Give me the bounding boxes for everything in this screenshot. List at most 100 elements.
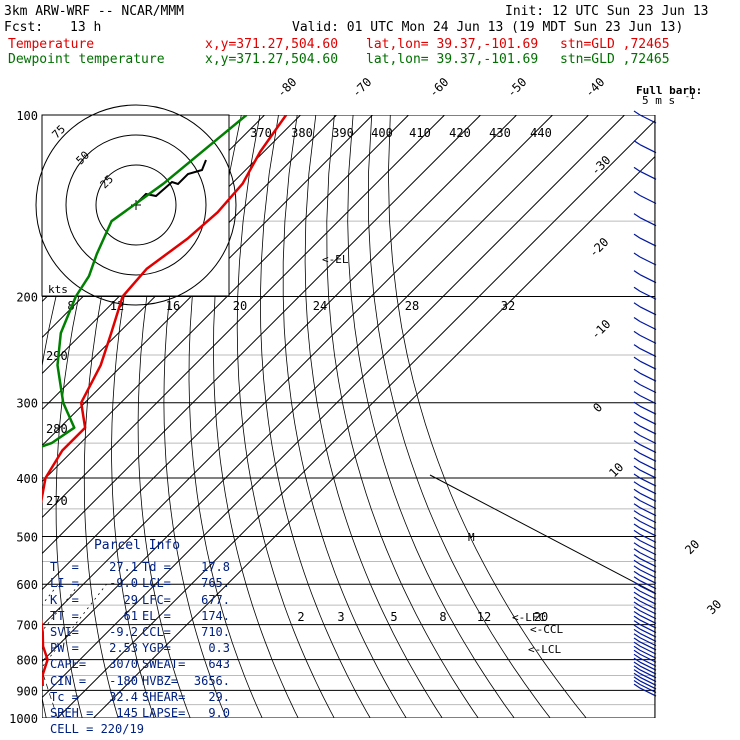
wind-barb bbox=[633, 368, 657, 382]
temperature-stn: stn=GLD ,72465 bbox=[560, 37, 670, 52]
wind-barb-staff bbox=[639, 605, 657, 615]
isotherm-label: 30 bbox=[704, 597, 724, 617]
parcel-cell: LFC= bbox=[142, 592, 171, 607]
parcel-cell: -180 bbox=[109, 673, 138, 688]
wind-barb bbox=[633, 601, 657, 615]
wind-barb bbox=[633, 110, 657, 124]
parcel-cell: 710. bbox=[201, 625, 230, 640]
parcel-cell: 677. bbox=[201, 592, 230, 607]
wind-barb-staff bbox=[639, 590, 657, 600]
wind-barb-flag bbox=[633, 672, 641, 678]
parcel-cell: YGP= bbox=[142, 641, 171, 656]
wind-barb-staff bbox=[639, 520, 657, 530]
wind-barb-flag bbox=[633, 570, 641, 576]
wind-barb bbox=[633, 683, 657, 697]
wind-barb bbox=[633, 649, 657, 663]
parcel-cell: 61 bbox=[123, 608, 138, 623]
pressure-tick-label: 600 bbox=[16, 578, 38, 592]
dewpoint-latlon: lat,lon= 39.37,-101.69 bbox=[366, 52, 538, 67]
pressure-tick-label: 500 bbox=[16, 530, 38, 544]
mixing-ratio-line bbox=[42, 583, 107, 668]
init-time: Init: 12 UTC Sun 23 Jun 13 bbox=[505, 4, 709, 19]
parcel-cell: SVI= bbox=[50, 625, 79, 640]
hodo-speed-label: 28 bbox=[405, 299, 419, 313]
wind-barb-staff bbox=[639, 395, 657, 405]
dry-adiabat bbox=[111, 115, 168, 718]
parcel-info-title: Parcel Info bbox=[93, 538, 181, 553]
wind-barb bbox=[633, 510, 657, 524]
dry-adiabat bbox=[213, 115, 299, 718]
wind-barb-flag bbox=[633, 536, 641, 542]
wind-barb-staff bbox=[639, 580, 657, 590]
wind-barb-flag bbox=[633, 653, 641, 659]
wind-barb-staff bbox=[639, 665, 657, 675]
wind-barb-staff bbox=[639, 492, 657, 502]
parcel-cell: 3656. bbox=[193, 673, 230, 688]
parcel-cell: -9.0 bbox=[109, 576, 138, 591]
wind-barb-staff bbox=[639, 274, 657, 284]
wind-barb-flag bbox=[633, 391, 641, 397]
wind-barb bbox=[633, 610, 657, 624]
wind-barb-flag bbox=[633, 401, 641, 407]
hodograph-ring bbox=[65, 134, 207, 276]
wind-barb-flag bbox=[633, 554, 641, 560]
wind-barb-flag bbox=[633, 440, 641, 446]
wind-barb bbox=[633, 166, 657, 180]
wind-barbs bbox=[633, 110, 657, 718]
wind-barb bbox=[633, 542, 657, 556]
wind-barb-flag bbox=[633, 213, 641, 219]
parcel-cell: LAPSE= bbox=[142, 706, 186, 721]
theta-label: 440 bbox=[530, 126, 552, 140]
wind-barb-staff bbox=[639, 144, 657, 154]
moist-adiabat bbox=[0, 297, 4, 719]
mixing-ratio-line bbox=[0, 584, 11, 718]
wind-barb-staff bbox=[639, 217, 657, 227]
hodo-speed-label: 32 bbox=[501, 299, 515, 313]
isotherm-line bbox=[42, 115, 589, 663]
parcel-cell: 643 bbox=[208, 657, 230, 672]
wind-barb-staff bbox=[639, 645, 657, 655]
parcel-cell: 145 bbox=[116, 706, 138, 721]
wind-barb bbox=[633, 503, 657, 517]
wind-barb bbox=[633, 554, 657, 568]
wind-barb-flag bbox=[633, 565, 641, 571]
parcel-cell: 3070 bbox=[109, 657, 138, 672]
dry-adiabat bbox=[387, 115, 587, 718]
dry-adiabat bbox=[163, 115, 227, 718]
dry-adiabat bbox=[259, 115, 371, 718]
wind-barb-flag bbox=[633, 465, 641, 471]
wind-legend-title: Full barb: bbox=[636, 84, 702, 97]
pressure-tick-label: 200 bbox=[16, 291, 38, 305]
wind-barb-staff bbox=[639, 405, 657, 415]
parcel-row: SREH = 145 LAPSE= 9.0 bbox=[44, 705, 230, 721]
parcel-row: T = 27.1 Td = 17.8 bbox=[44, 559, 230, 575]
isotherm-line bbox=[42, 115, 625, 699]
dry-adiabat bbox=[188, 115, 263, 718]
parcel-row: SVI= -9.2 CCL= 710. bbox=[44, 624, 230, 640]
isotherm-label: 10 bbox=[606, 460, 626, 480]
wind-barb-flag bbox=[633, 516, 641, 522]
wind-barb-flag bbox=[633, 496, 641, 502]
wind-barb-flag bbox=[633, 252, 641, 258]
lfc-marker: <-LFC bbox=[512, 611, 545, 624]
dewpoint-stn: stn=GLD ,72465 bbox=[560, 52, 670, 67]
pressure-tick-label: 100 bbox=[16, 109, 38, 123]
wind-barb-staff bbox=[639, 425, 657, 435]
hodograph-units: kts bbox=[48, 283, 68, 296]
wind-barb bbox=[633, 565, 657, 579]
wind-barb-staff bbox=[639, 360, 657, 370]
wind-barb-flag bbox=[633, 110, 641, 116]
isotherm-label: -30 bbox=[588, 153, 613, 178]
wind-barb-flag bbox=[633, 344, 641, 350]
wind-barb bbox=[633, 401, 657, 415]
parcel-cell: 9.0 bbox=[208, 706, 230, 721]
parcel-cell: SWEAT= bbox=[142, 657, 186, 672]
parcel-info-panel: Parcel Info T = 27.1 Td = 17.8 LI = -9.0 LCL= 7… bbox=[44, 538, 230, 737]
parcel-cell: 0.3 bbox=[208, 641, 230, 656]
parcel-cell: -9.2 bbox=[109, 625, 138, 640]
parcel-cell: 765. bbox=[201, 576, 230, 591]
isotherm-line bbox=[42, 115, 517, 591]
parcel-info-rows: T = 27.1 Td = 17.8 LI = -9.0 LCL= 765. K = 29 LFC=… bbox=[44, 559, 230, 721]
parcel-cell: CCL= bbox=[142, 625, 171, 640]
wind-barb-staff bbox=[639, 500, 657, 510]
